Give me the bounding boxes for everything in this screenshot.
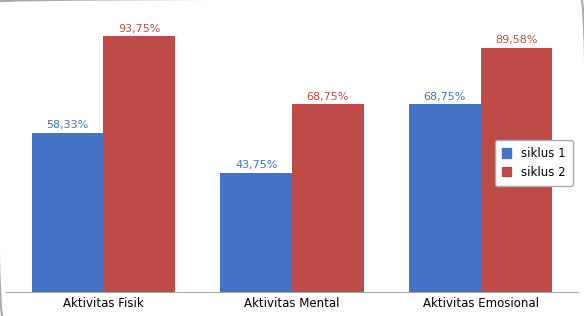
Bar — [220, 173, 292, 292]
Legend: siklus 1, siklus 2: siklus 1, siklus 2 — [495, 140, 572, 186]
Text: 43,75%: 43,75% — [235, 160, 277, 170]
Text: 93,75%: 93,75% — [118, 23, 161, 33]
Text: 58,33%: 58,33% — [46, 120, 89, 130]
Bar — [292, 104, 364, 292]
Text: 89,58%: 89,58% — [495, 35, 538, 45]
Text: 68,75%: 68,75% — [423, 92, 466, 102]
Bar — [32, 133, 103, 292]
Bar — [103, 36, 175, 292]
Bar — [409, 104, 481, 292]
Text: 68,75%: 68,75% — [307, 92, 349, 102]
Bar — [481, 48, 552, 292]
